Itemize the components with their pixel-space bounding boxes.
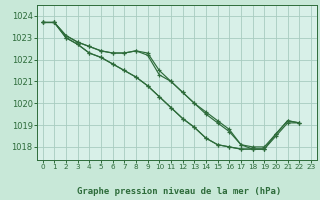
Text: Graphe pression niveau de la mer (hPa): Graphe pression niveau de la mer (hPa) bbox=[77, 187, 281, 196]
